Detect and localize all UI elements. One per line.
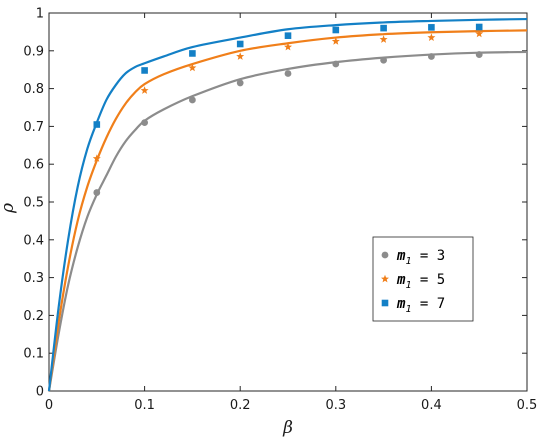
legend-marker-3 [381, 299, 389, 307]
series-2-marker [236, 52, 245, 60]
y-axis: 0 0.1 0.2 0.3 0.4 0.5 0.6 0.7 0.8 0.9 1 [23, 7, 527, 400]
series-3-marker [236, 40, 244, 48]
series-3-marker [93, 121, 101, 128]
series-2-marker [331, 37, 340, 45]
series-3-marker [380, 24, 387, 32]
y-tick-label: 0.3 [23, 271, 44, 286]
series-curves [47, 17, 528, 392]
x-tick-label: 0.5 [517, 398, 538, 413]
x-tick-label: 0.3 [325, 398, 346, 413]
legend-marker-2 [381, 274, 389, 283]
legend-box [372, 236, 474, 322]
series-1-marker [236, 79, 244, 87]
y-tick-label: 1 [36, 7, 44, 22]
y-tick-label: 0.9 [23, 44, 44, 59]
x-tick-label: 0.2 [230, 398, 251, 413]
series-1-marker [93, 189, 101, 196]
series-3-marker [189, 50, 196, 57]
series-2-curve [47, 29, 528, 392]
legend-entry-1: m1 = 3 [396, 248, 445, 267]
series-2-marker [284, 42, 292, 51]
x-tick-label: 0 [45, 398, 53, 413]
series-3-marker [332, 26, 340, 34]
series-2-marker [140, 86, 149, 94]
series-2-marker [188, 63, 197, 72]
series-1-marker [428, 53, 435, 60]
legend-entry-2: m1 = 5 [396, 272, 445, 291]
y-tick-label: 0 [36, 385, 44, 400]
series-3-marker [475, 23, 483, 31]
y-axis-label: ρ [0, 203, 18, 214]
legend-entry-3: m1 = 7 [396, 296, 445, 315]
series-1-marker [332, 60, 340, 68]
series-markers [92, 23, 484, 196]
series-1-marker [380, 56, 387, 64]
y-tick-label: 0.7 [23, 120, 44, 135]
legend-marker-1 [381, 251, 389, 259]
y-tick-label: 0.2 [23, 309, 44, 324]
series-1-marker [189, 96, 196, 104]
x-axis-label: β [282, 418, 293, 438]
series-1-marker [284, 70, 292, 77]
series-1-marker [475, 51, 483, 58]
y-tick-label: 0.1 [23, 347, 44, 362]
y-tick-label: 0.6 [23, 158, 44, 173]
y-tick-label: 0.8 [23, 82, 44, 97]
y-tick-label: 0.5 [23, 196, 44, 211]
x-tick-label: 0.1 [134, 398, 155, 413]
series-1-marker [141, 119, 149, 127]
legend: m1 = 3 m1 = 5 m1 = 7 [372, 236, 474, 322]
series-3-curve [47, 17, 528, 392]
series-3-marker [141, 67, 148, 74]
series-2-marker [379, 35, 388, 43]
series-2-marker [475, 29, 484, 38]
series-3-marker [284, 32, 292, 39]
x-tick-label: 0.4 [421, 398, 442, 413]
y-tick-label: 0.4 [23, 233, 44, 248]
series-1-curve [47, 50, 528, 392]
series-2-marker [92, 154, 101, 162]
series-2-marker [427, 33, 436, 41]
series-3-marker [428, 24, 435, 31]
x-axis: 0 0.1 0.2 0.3 0.4 0.5 [45, 13, 537, 413]
